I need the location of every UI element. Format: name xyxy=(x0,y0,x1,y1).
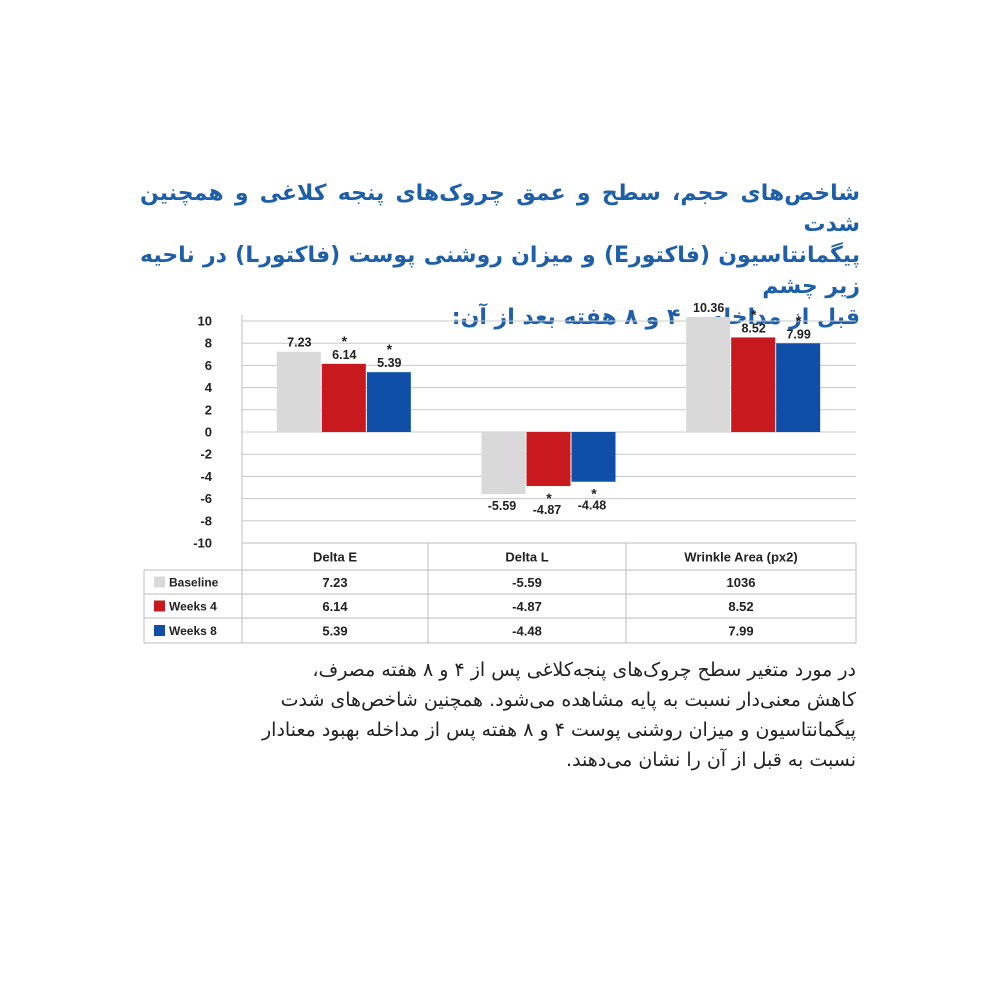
significance-marker: * xyxy=(387,341,393,357)
data-label: 10.36 xyxy=(693,301,724,315)
table-cell: -5.59 xyxy=(512,575,542,590)
bar xyxy=(571,432,616,482)
bar xyxy=(776,343,821,432)
body-line: کاهش معنی‌دار نسبت به پایه مشاهده می‌شود… xyxy=(280,689,856,711)
y-tick-label: 8 xyxy=(205,336,212,351)
bar-chart: 1086420-2-4-6-8-107.23-5.5910.366.14**-4… xyxy=(143,301,857,644)
body-line: در مورد متغیر سطح چروک‌های پنجه‌کلاغی پس… xyxy=(312,659,856,681)
table-cell: 6.14 xyxy=(322,599,348,614)
significance-marker: * xyxy=(751,306,757,322)
legend-swatch xyxy=(154,600,165,612)
legend-label: Weeks 8 xyxy=(169,624,217,638)
title-line: پیگمانتاسیون (فاکتورE) و میزان روشنی پوس… xyxy=(140,243,860,299)
table-cell: 5.39 xyxy=(322,624,347,639)
y-tick-label: 4 xyxy=(205,380,213,395)
data-label: 7.99 xyxy=(786,327,810,341)
table-cell: 1036 xyxy=(727,575,756,590)
bar xyxy=(321,363,366,432)
chart-title: شاخص‌های حجم، سطح و عمق چروک‌های پنجه کل… xyxy=(140,178,860,333)
table-header-cell: Wrinkle Area (px2) xyxy=(684,550,797,565)
body-line: نسبت به قبل از آن را نشان می‌دهند. xyxy=(566,749,856,771)
data-label: 6.14 xyxy=(332,348,356,362)
title-line: قبل از مداخله و ۴ و ۸ هفته بعد از آن: xyxy=(451,305,860,330)
bar xyxy=(276,351,321,432)
significance-marker: * xyxy=(342,333,348,349)
significance-marker: * xyxy=(796,312,802,328)
y-tick-label: 2 xyxy=(205,402,212,417)
data-label: -4.48 xyxy=(578,499,607,513)
y-tick-label: -6 xyxy=(200,491,212,506)
bar xyxy=(481,432,526,495)
y-tick-label: 6 xyxy=(205,358,212,373)
data-label: 8.52 xyxy=(741,321,765,335)
table-cell: -4.48 xyxy=(512,624,542,639)
table-cell: 8.52 xyxy=(728,599,753,614)
data-label: 7.23 xyxy=(287,336,311,350)
body-line: پیگمانتاسیون و میزان روشنی پوست ۴ و ۸ هف… xyxy=(262,719,856,741)
data-label: -5.59 xyxy=(488,499,517,513)
table-cell: 7.99 xyxy=(728,624,753,639)
bar xyxy=(731,337,776,432)
y-tick-label: -4 xyxy=(200,469,212,484)
y-tick-label: 0 xyxy=(205,425,212,440)
significance-marker: * xyxy=(591,486,597,502)
y-tick-label: -8 xyxy=(200,513,212,528)
title-line: شاخص‌های حجم، سطح و عمق چروک‌های پنجه کل… xyxy=(140,181,860,237)
legend-swatch xyxy=(154,576,165,588)
bar xyxy=(366,372,411,432)
data-label: 5.39 xyxy=(377,356,401,370)
data-label: -4.87 xyxy=(533,503,562,517)
legend-label: Baseline xyxy=(169,576,219,590)
y-tick-label: -10 xyxy=(193,536,212,551)
y-tick-label: -2 xyxy=(200,447,212,462)
significance-marker: * xyxy=(546,490,552,506)
legend-label: Weeks 4 xyxy=(169,600,217,614)
bar xyxy=(526,432,571,487)
legend-swatch xyxy=(154,625,165,636)
bar xyxy=(686,317,731,432)
table-header-cell: Delta L xyxy=(505,550,548,565)
table-cell: -4.87 xyxy=(512,599,542,614)
description-text: در مورد متغیر سطح چروک‌های پنجه‌کلاغی پس… xyxy=(140,655,856,775)
table-header-cell: Delta E xyxy=(313,550,357,565)
y-tick-label: 10 xyxy=(198,314,212,329)
table-cell: 7.23 xyxy=(322,575,347,590)
